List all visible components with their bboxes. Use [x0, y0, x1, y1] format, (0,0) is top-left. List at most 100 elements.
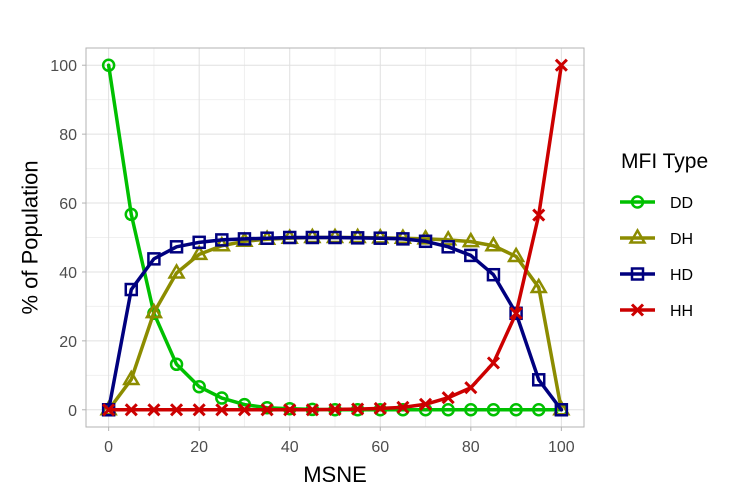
legend-item-dh: DH [620, 228, 693, 248]
legend-label-hh: HH [670, 303, 693, 320]
data-point-hd [282, 230, 297, 245]
data-point-dh [529, 277, 548, 294]
data-point-dh [144, 302, 164, 319]
data-point-hh [305, 403, 319, 417]
data-point-hh [396, 400, 410, 414]
legend-item-dd: DD [620, 195, 693, 212]
legend-item-hd: HD [620, 267, 693, 284]
x-tick-label: 40 [281, 439, 299, 456]
legend-label-hd: HD [670, 267, 693, 284]
data-point-hd [464, 248, 478, 263]
x-tick-label: 60 [371, 439, 389, 456]
data-point-dh [439, 229, 458, 246]
data-point-hh [283, 403, 297, 417]
data-point-dd [486, 403, 501, 417]
data-point-dh [393, 228, 413, 244]
y-tick-label: 40 [59, 265, 77, 282]
data-point-dd [169, 357, 184, 372]
y-tick-label: 20 [59, 334, 77, 351]
data-point-dd [215, 391, 229, 405]
legend-title: MFI Type [621, 150, 708, 173]
data-point-dd [260, 400, 274, 415]
data-point-hd [260, 231, 274, 245]
data-point-hd [305, 230, 320, 245]
data-point-hd [531, 373, 546, 387]
data-point-dh [484, 235, 503, 252]
data-point-hd [396, 232, 410, 246]
data-point-dh [416, 228, 435, 245]
data-point-hh [441, 391, 455, 405]
data-point-hh [464, 381, 478, 395]
data-point-hd [192, 235, 206, 250]
data-point-dd [396, 403, 410, 417]
data-point-hd [486, 267, 501, 282]
data-point-hh [328, 402, 342, 416]
y-axis-title: % of Population [18, 160, 43, 314]
data-point-dd [464, 403, 478, 417]
data-point-hh [169, 403, 184, 417]
data-point-dh [190, 244, 209, 261]
data-point-hh [102, 403, 116, 417]
x-tick-label: 20 [190, 439, 208, 456]
data-point-dh [371, 227, 390, 244]
data-point-dh [122, 369, 141, 386]
y-tick-label: 0 [68, 403, 77, 420]
series-hh [102, 58, 568, 417]
x-tick-label: 0 [104, 439, 113, 456]
data-point-hd [418, 234, 433, 249]
data-point-dh [167, 263, 186, 279]
data-point-hd [124, 282, 139, 297]
data-point-dh [506, 246, 526, 263]
data-point-hd [554, 403, 569, 417]
legend-marker-dh [628, 228, 647, 244]
data-point-hh [192, 403, 206, 417]
data-point-hd [147, 252, 161, 266]
data-point-dd [124, 207, 139, 222]
legend-marker-hh [630, 303, 645, 317]
data-point-hh [418, 397, 433, 411]
y-tick-label: 80 [59, 127, 77, 144]
y-tick-label: 60 [59, 196, 77, 213]
data-point-hd [350, 231, 365, 245]
panel-border [85, 47, 585, 428]
data-point-hh [260, 403, 274, 417]
data-point-dd [509, 403, 523, 417]
legend: MFI Type DD DH HD HH [620, 150, 708, 320]
data-point-hh [124, 403, 138, 417]
axes: 0 20 40 60 80 100 0 20 40 60 80 100 [50, 58, 575, 456]
legend-marker-dd [630, 195, 645, 209]
data-point-hd [441, 240, 455, 254]
x-tick-label: 100 [548, 439, 575, 456]
data-point-hd [169, 240, 184, 254]
data-point-hd [215, 233, 229, 247]
plot-series [99, 58, 571, 417]
data-point-hh [532, 208, 546, 222]
legend-item-hh: HH [620, 303, 693, 320]
x-axis-title: MSNE [303, 462, 367, 487]
data-point-dd [531, 403, 546, 417]
legend-label-dh: DH [670, 231, 693, 248]
series-line-hd [106, 235, 564, 412]
data-point-hh [351, 402, 365, 416]
series-hd [101, 230, 569, 417]
data-point-hh [237, 403, 252, 417]
data-point-hh [486, 356, 501, 370]
data-point-hd [237, 232, 252, 246]
data-point-hh [554, 58, 568, 72]
data-point-dd [192, 379, 206, 394]
legend-marker-hd [630, 267, 645, 281]
data-point-dd [441, 403, 455, 417]
data-point-hh [373, 401, 387, 415]
legend-label-dd: DD [670, 195, 693, 212]
data-point-hh [509, 306, 523, 320]
data-point-hd [373, 231, 388, 245]
data-point-dh [348, 227, 367, 244]
data-point-hd [328, 230, 342, 245]
x-tick-label: 80 [462, 439, 480, 456]
data-point-dd [101, 58, 116, 72]
y-tick-label: 100 [50, 58, 77, 75]
data-point-hh [215, 403, 229, 417]
data-point-dh [461, 231, 480, 248]
data-point-hh [147, 403, 161, 417]
